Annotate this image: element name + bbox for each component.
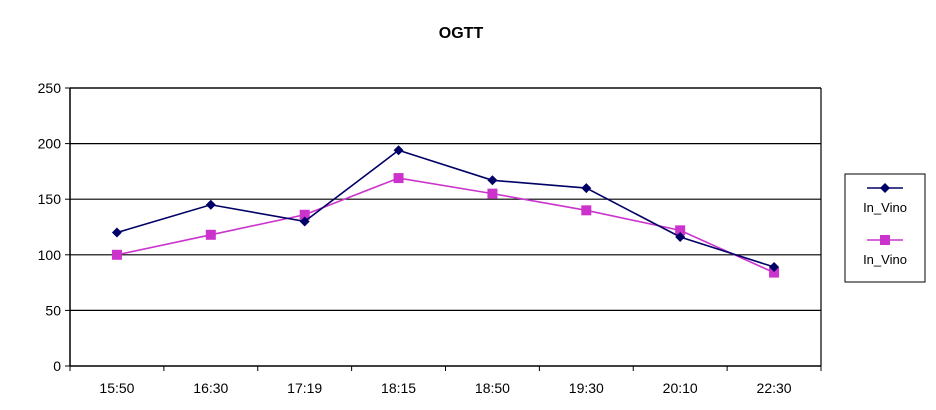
x-tick-label: 17:19 bbox=[287, 380, 322, 396]
data-point bbox=[581, 183, 592, 194]
series-line bbox=[116, 177, 775, 274]
x-tick-label: 22:30 bbox=[757, 380, 792, 396]
data-point bbox=[111, 227, 122, 238]
x-tick-label: 18:15 bbox=[381, 380, 416, 396]
x-tick-label: 15:50 bbox=[99, 380, 134, 396]
data-point bbox=[581, 205, 592, 216]
data-point bbox=[675, 225, 686, 236]
series-2 bbox=[111, 173, 780, 278]
chart-title: OGTT bbox=[439, 25, 484, 42]
data-point bbox=[769, 262, 780, 273]
data-point bbox=[299, 216, 310, 227]
x-tick-label: 18:50 bbox=[475, 380, 510, 396]
data-point bbox=[393, 145, 404, 156]
data-point bbox=[769, 267, 780, 278]
y-tick-label: 150 bbox=[38, 191, 62, 207]
legend: In_Vino In_Vino bbox=[844, 173, 926, 283]
y-tick-label: 100 bbox=[38, 247, 62, 263]
legend-swatch-marker bbox=[880, 235, 890, 245]
data-point bbox=[393, 173, 404, 184]
axes: 0 50 100 150 200 250 15:50 16:30 17:19 18:15 18:50… bbox=[38, 80, 822, 396]
data-point bbox=[675, 232, 686, 243]
legend-label: In_Vino bbox=[863, 200, 907, 215]
x-tick-label: 19:30 bbox=[569, 380, 604, 396]
y-tick-label: 50 bbox=[45, 302, 61, 318]
legend-label: In_Vino bbox=[863, 252, 907, 267]
series-1 bbox=[111, 145, 780, 273]
data-point bbox=[487, 175, 498, 186]
data-point bbox=[205, 229, 216, 240]
series-line bbox=[116, 149, 775, 268]
data-point bbox=[487, 188, 498, 199]
x-tick-label: 20:10 bbox=[663, 380, 698, 396]
y-tick-label: 250 bbox=[38, 80, 62, 96]
y-tick-label: 0 bbox=[53, 358, 61, 374]
data-point bbox=[299, 209, 310, 220]
x-tick-label: 16:30 bbox=[193, 380, 228, 396]
gridlines bbox=[70, 87, 821, 311]
data-point bbox=[111, 249, 122, 260]
legend-swatch-marker bbox=[880, 183, 890, 193]
data-point bbox=[205, 199, 216, 210]
series-group bbox=[111, 145, 780, 278]
y-tick-label: 200 bbox=[38, 136, 62, 152]
